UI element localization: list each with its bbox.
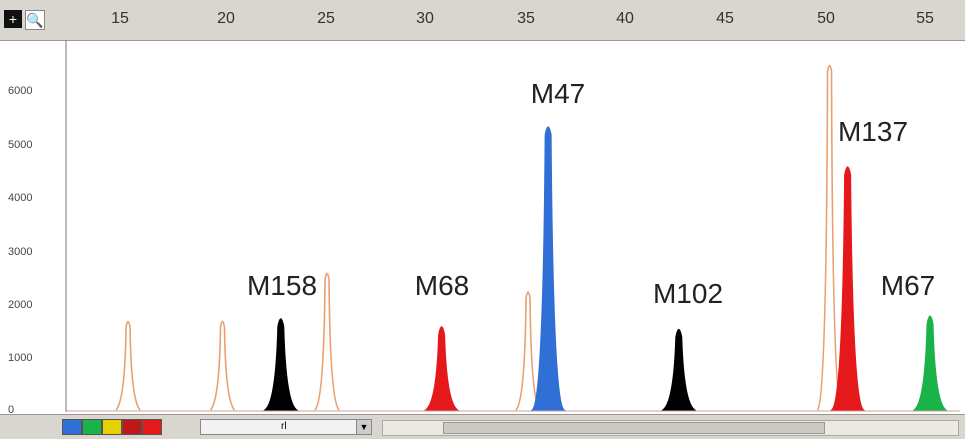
dye-toggle-group <box>62 419 162 435</box>
y-label-1000: 1000 <box>8 352 33 364</box>
zoom-icon[interactable]: 🔍 <box>25 10 45 30</box>
ladder-peak-1 <box>209 320 236 411</box>
dye-green-toggle[interactable] <box>82 419 102 435</box>
dye-red-toggle[interactable] <box>122 419 142 435</box>
dye-orange-toggle[interactable] <box>142 419 162 435</box>
plus-icon[interactable]: + <box>4 10 22 28</box>
peak-m67[interactable] <box>912 315 948 411</box>
trace-layer <box>66 64 960 412</box>
ruler-label-30: 30 <box>416 10 434 27</box>
ruler-label-35: 35 <box>517 10 535 27</box>
peak-m47[interactable] <box>530 126 566 411</box>
y-label-3000: 3000 <box>8 246 33 258</box>
trace-selector-value: rl <box>281 421 287 432</box>
y-label-4000: 4000 <box>8 192 33 204</box>
ladder-peak-4 <box>816 64 843 411</box>
base-pair-ruler: + 🔍 15 20 25 30 35 40 45 50 55 <box>0 0 965 41</box>
bottom-toolbar: rl ▼ <box>0 414 965 439</box>
peak-label-m137: M137 <box>837 116 909 147</box>
ruler-label-20: 20 <box>217 10 235 27</box>
trace-selector[interactable]: rl ▼ <box>200 419 372 435</box>
peak-label-m68: M68 <box>414 270 470 301</box>
peak-m158[interactable] <box>263 318 299 411</box>
ladder-peak-0 <box>115 320 141 411</box>
horizontal-scrollbar[interactable] <box>382 420 959 436</box>
chevron-down-icon[interactable]: ▼ <box>356 420 371 434</box>
y-label-0: 0 <box>8 404 15 416</box>
ladder-peak-3 <box>515 291 541 411</box>
peak-label-m102: M102 <box>652 278 724 309</box>
peak-label-m67: M67 <box>880 270 936 301</box>
peak-label-m158: M158 <box>246 270 318 301</box>
ruler-label-40: 40 <box>616 10 634 27</box>
y-label-5000: 5000 <box>8 139 33 151</box>
ruler-label-45: 45 <box>716 10 734 27</box>
y-label-6000: 6000 <box>8 85 33 97</box>
ruler-label-25: 25 <box>317 10 335 27</box>
ruler-label-55: 55 <box>916 10 934 27</box>
peak-m137[interactable] <box>830 166 866 411</box>
dye-yellow-toggle[interactable] <box>102 419 122 435</box>
peak-m102[interactable] <box>661 328 697 411</box>
peak-label-m47: M47 <box>530 78 586 109</box>
peak-m68[interactable] <box>424 326 460 411</box>
ruler-label-50: 50 <box>817 10 835 27</box>
y-label-2000: 2000 <box>8 299 33 311</box>
scrollbar-thumb[interactable] <box>443 422 825 434</box>
ruler-label-15: 15 <box>111 10 129 27</box>
dye-blue-toggle[interactable] <box>62 419 82 435</box>
toolbar-corner: + 🔍 <box>4 10 45 30</box>
ladder-peak-2 <box>314 272 340 411</box>
